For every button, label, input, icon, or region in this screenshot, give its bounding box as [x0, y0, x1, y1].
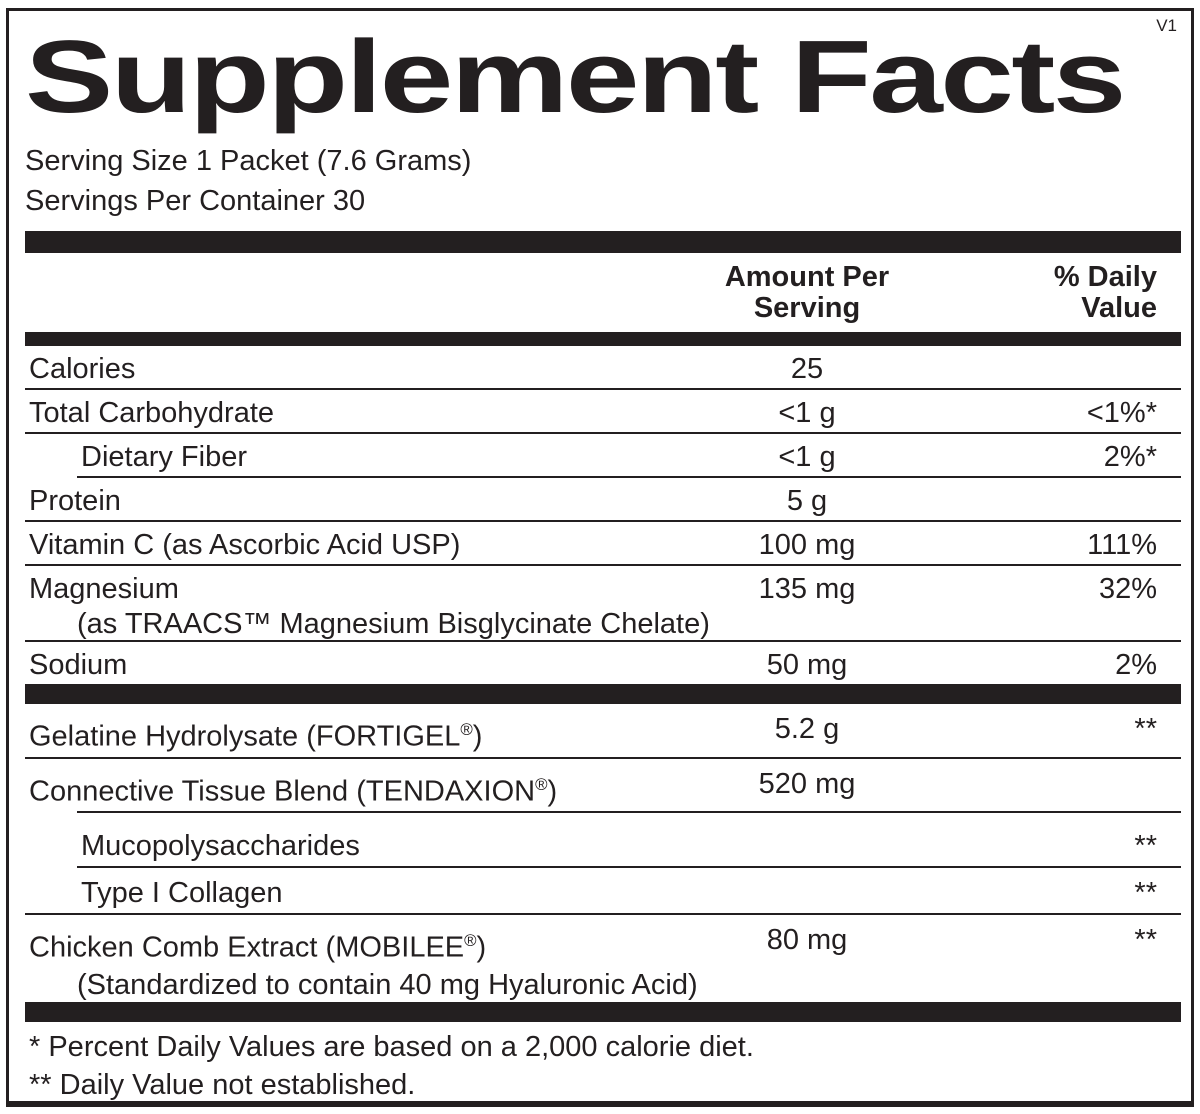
row-separator [25, 520, 1181, 523]
row-magnesium-main: Magnesium 135 mg 32% [25, 566, 1181, 608]
percent-daily-value-header: % Daily Value [957, 262, 1181, 324]
nutrient-name: Total Carbohydrate [29, 397, 275, 430]
nutrient-dv [957, 482, 1181, 520]
row-protein: Protein 5 g [25, 478, 1181, 520]
nutrient-amount: <1 g [778, 397, 836, 430]
nutrient-name-line2: (Standardized to contain 40 mg Hyaluroni… [77, 969, 698, 1002]
nutrient-dv [957, 350, 1181, 388]
row-chicken-comb-main: Chicken Comb Extract (MOBILEE®) 80 mg ** [25, 915, 1181, 968]
dv-header-line1: % Daily [1053, 261, 1157, 294]
section-divider-bar [25, 332, 1181, 347]
dv-header-line2: Value [1081, 292, 1157, 325]
row-connective-tissue-blend: Connective Tissue Blend (TENDAXION®) 520… [25, 759, 1181, 812]
nutrient-amount: 25 [790, 353, 824, 386]
nutrient-name: Chicken Comb Extract (MOBILEE®) [29, 931, 487, 965]
row-sodium: Sodium 50 mg 2% [25, 642, 1181, 684]
nutrient-name: Vitamin C (as Ascorbic Acid USP) [29, 529, 461, 562]
row-separator [25, 388, 1181, 391]
section-divider-bar [25, 1002, 1181, 1023]
nutrient-dv: 32% [1098, 573, 1157, 606]
nutrient-name: Dietary Fiber [81, 441, 247, 474]
amount-per-serving-header: Amount Per Serving [657, 262, 957, 324]
nutrient-amount: <1 g [778, 441, 836, 474]
nutrient-amount: 520 mg [758, 767, 856, 800]
nutrient-name: Type I Collagen [81, 877, 283, 910]
row-separator [25, 756, 1181, 759]
registered-mark: ® [535, 774, 548, 794]
nutrient-dv: ** [1134, 924, 1157, 957]
nutrient-dv: ** [1134, 877, 1157, 910]
row-separator [25, 432, 1181, 435]
footnote-dv-not-established: ** Daily Value not established. [29, 1069, 416, 1102]
nutrient-amount: 5.2 g [774, 713, 840, 746]
row-separator [25, 564, 1181, 567]
nutrient-name: Gelatine Hydrolysate (FORTIGEL®) [29, 720, 483, 753]
registered-mark: ® [460, 720, 473, 740]
nutrient-dv [957, 765, 1181, 812]
row-gelatine-hydrolysate: Gelatine Hydrolysate (FORTIGEL®) 5.2 g *… [25, 704, 1181, 757]
row-separator [77, 811, 1181, 814]
section-divider-bar [25, 684, 1181, 705]
version-label: V1 [1156, 16, 1177, 35]
nutrient-amount: 5 g [786, 485, 828, 518]
nutrient-amount: 135 mg [758, 573, 856, 606]
amount-header-line2: Serving [753, 292, 861, 325]
nutrient-amount: 100 mg [758, 529, 856, 562]
nutrient-amount [657, 827, 957, 866]
nutrient-name: Mucopolysaccharides [81, 830, 360, 863]
row-calories: Calories 25 [25, 346, 1181, 388]
amount-header-line1: Amount Per [724, 261, 890, 294]
nutrient-name: Magnesium [29, 573, 179, 606]
column-header-row: Amount Per Serving % Daily Value [25, 253, 1181, 332]
row-mucopolysaccharides: Mucopolysaccharides ** [25, 813, 1181, 866]
row-vitamin-c: Vitamin C (as Ascorbic Acid USP) 100 mg … [25, 522, 1181, 564]
row-total-carbohydrate: Total Carbohydrate <1 g <1%* [25, 390, 1181, 432]
registered-mark: ® [464, 931, 477, 951]
nutrient-name: Connective Tissue Blend (TENDAXION®) [29, 774, 558, 808]
nutrient-name-line2: (as TRAACS™ Magnesium Bisglycinate Chela… [77, 608, 710, 641]
row-separator [25, 640, 1181, 643]
nutrient-name: Sodium [29, 649, 128, 682]
nutrient-dv: 111% [1087, 529, 1157, 562]
row-separator [77, 866, 1181, 869]
supplement-facts-label: V1 Supplement Facts Serving Size 1 Packe… [6, 8, 1194, 1107]
nutrient-name: Calories [29, 353, 136, 386]
nutrient-amount [657, 874, 957, 913]
footnotes: * Percent Daily Values are based on a 2,… [25, 1028, 1181, 1102]
row-chicken-comb-extract: Chicken Comb Extract (MOBILEE®) 80 mg **… [25, 915, 1181, 1002]
blend-section: Gelatine Hydrolysate (FORTIGEL®) 5.2 g *… [25, 704, 1181, 1002]
nutrient-dv: 2% [1115, 649, 1157, 682]
nutrient-dv: 2%* [1103, 441, 1157, 474]
footnote-daily-values: * Percent Daily Values are based on a 2,… [29, 1031, 754, 1064]
row-magnesium: Magnesium 135 mg 32% (as TRAACS™ Magnesi… [25, 566, 1181, 640]
nutrient-dv: <1%* [1086, 397, 1157, 430]
row-type-i-collagen: Type I Collagen ** [25, 868, 1181, 913]
servings-per-container-line: Servings Per Container 30 [25, 185, 366, 218]
nutrient-name: Protein [29, 485, 121, 518]
nutrient-dv: ** [1134, 830, 1157, 863]
nutrient-dv: ** [1134, 713, 1157, 746]
nutrients-section: Calories 25 Total Carbohydrate <1 g <1%*… [25, 346, 1181, 684]
serving-size-line: Serving Size 1 Packet (7.6 Grams) [25, 145, 472, 178]
section-divider-bar [25, 231, 1181, 254]
page-title: Supplement Facts [25, 19, 1126, 134]
serving-info: Serving Size 1 Packet (7.6 Grams) Servin… [25, 141, 1181, 221]
row-separator [77, 476, 1181, 479]
row-separator [25, 913, 1181, 916]
row-dietary-fiber: Dietary Fiber <1 g 2%* [25, 434, 1181, 476]
nutrient-amount: 50 mg [766, 649, 848, 682]
nutrient-amount: 80 mg [766, 924, 848, 957]
